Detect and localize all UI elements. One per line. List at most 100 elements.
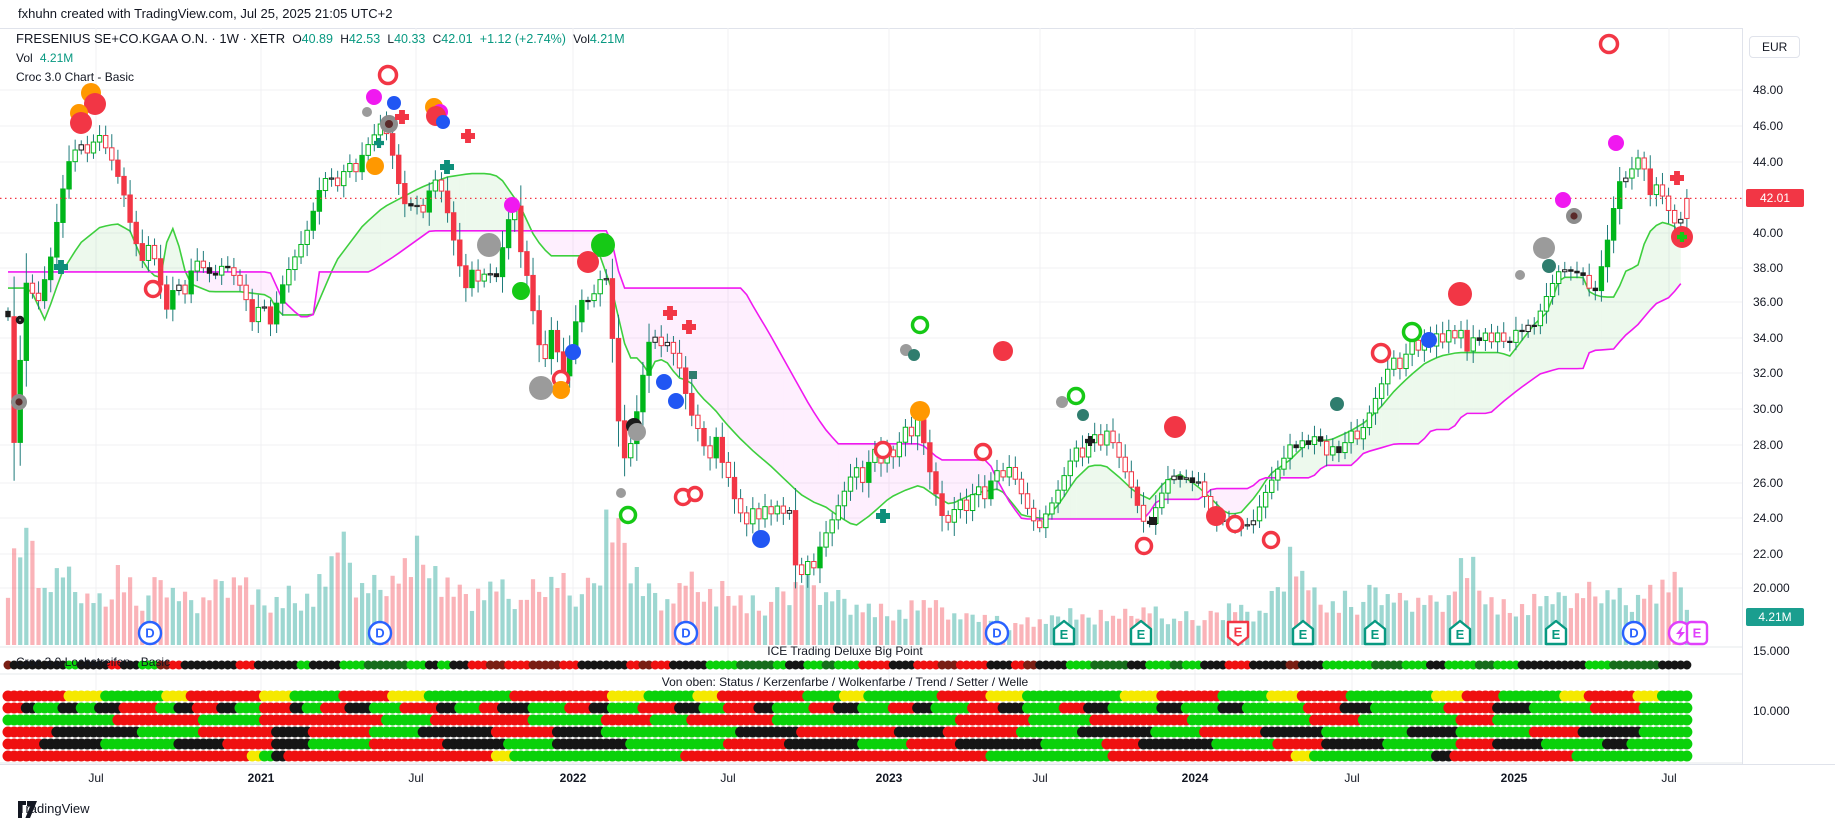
- candle-body: [1067, 460, 1073, 477]
- gray-dot-marker: [1533, 237, 1555, 259]
- candle-body: [1659, 184, 1666, 197]
- dividend-badge[interactable]: D: [673, 620, 699, 646]
- candle-body: [603, 278, 609, 281]
- volume-bar: [750, 595, 755, 645]
- chart-legend: FRESENIUS SE+CO.KGAA O.N. · 1W · XETR O4…: [16, 30, 625, 87]
- earnings-miss-badge[interactable]: E: [1226, 620, 1250, 647]
- time-axis-label: 2024: [1181, 771, 1209, 785]
- time-axis-label: 2021: [247, 771, 275, 785]
- volume-bar: [79, 603, 84, 645]
- candle-body: [817, 546, 823, 569]
- candle-body: [957, 499, 964, 511]
- cloud-fill-segment: [1235, 488, 1242, 514]
- volume-bar: [219, 581, 224, 645]
- dividend-badge[interactable]: D: [137, 620, 163, 646]
- volume-bars: [5, 509, 1689, 645]
- candle-body: [341, 171, 347, 187]
- volume-bar: [109, 599, 114, 645]
- candle-body: [292, 256, 298, 271]
- cloud-fill-segment: [1552, 281, 1559, 371]
- candle-body: [1592, 287, 1598, 292]
- earnings-badge[interactable]: E: [1544, 619, 1568, 646]
- candle-body: [945, 514, 951, 523]
- volume-bar: [500, 579, 505, 645]
- earnings-badge[interactable]: E: [1052, 619, 1076, 646]
- candle-body: [505, 219, 512, 249]
- dividend-badge[interactable]: D: [367, 620, 393, 646]
- volume-bar: [482, 600, 487, 645]
- red-ring-marker: [143, 279, 163, 299]
- earnings-badge[interactable]: E: [1448, 619, 1472, 646]
- volume-bar: [1165, 624, 1171, 645]
- dividend-badge[interactable]: D: [1621, 620, 1647, 646]
- volume-bar: [518, 599, 523, 645]
- time-axis[interactable]: Jul 2021 Jul 2022 Jul 2023 Jul 2024 Jul 2025 Jul: [0, 764, 1835, 793]
- earnings-badge[interactable]: E: [1363, 619, 1387, 646]
- cloud-fill-segment: [1314, 440, 1321, 476]
- time-axis-label: Jul: [1032, 771, 1048, 785]
- cloud-fill-segment: [746, 294, 753, 451]
- volume-bar: [225, 597, 230, 645]
- cloud-fill-segment: [1460, 352, 1468, 418]
- candle-body: [628, 443, 634, 459]
- candle-body: [1317, 436, 1324, 442]
- cloud-fill-segment: [1528, 324, 1535, 383]
- volume-legend-row[interactable]: Vol 4.21M: [16, 51, 74, 65]
- candle-body: [29, 282, 36, 294]
- lochstreifen-pane-title[interactable]: Croc 3.0 Lochstreifen - Basic: [16, 655, 171, 669]
- volume-bar: [775, 587, 780, 645]
- cloud-fill-segment: [1412, 368, 1419, 444]
- price-axis[interactable]: EUR 48.00 46.00 44.00 40.00 38.00 36.00 34.00 3…: [1742, 28, 1835, 764]
- ice-strip-welle: [2, 750, 1693, 762]
- cloud-fill-segment: [1631, 264, 1639, 330]
- cloud-fill-segment: [1406, 373, 1413, 444]
- cloud-fill-segment: [362, 220, 369, 272]
- volume-bar: [1605, 590, 1610, 645]
- candle-body: [280, 284, 286, 304]
- red-dot-marker: [993, 341, 1013, 361]
- candle-body: [1586, 274, 1592, 289]
- svg-text:E: E: [1371, 627, 1380, 642]
- candle-body: [835, 505, 841, 521]
- candle-body: [792, 510, 799, 566]
- cloud-fill-segment: [1393, 385, 1400, 445]
- cloud-fill-segment: [691, 288, 698, 393]
- cloud-fill-segment: [710, 288, 717, 412]
- cloud-fill-segment: [1601, 296, 1608, 350]
- volume-bar: [1580, 598, 1586, 645]
- volume-bar: [769, 601, 774, 645]
- indicator-legend-row[interactable]: Croc 3.0 Chart - Basic: [16, 70, 135, 84]
- volume-bar: [176, 601, 182, 645]
- dividend-badge[interactable]: D: [984, 620, 1010, 646]
- volume-bar: [720, 580, 725, 645]
- earnings-badge[interactable]: E: [1291, 619, 1315, 646]
- volume-bar: [451, 596, 456, 645]
- candle-body: [157, 258, 164, 286]
- cloud-fill-segment: [697, 288, 704, 400]
- cloud-fill-segment: [1564, 277, 1571, 369]
- volume-bar: [628, 583, 633, 645]
- ice-strip-wolkenfarbe: [2, 714, 1693, 726]
- earnings-badge[interactable]: E: [1129, 619, 1153, 646]
- candle-body: [255, 306, 262, 323]
- candle-body: [975, 486, 982, 496]
- cloud-fill-segment: [490, 174, 497, 231]
- tealdark-square-marker: [689, 371, 697, 379]
- volume-bar: [1080, 614, 1085, 645]
- svg-text:E: E: [1234, 625, 1243, 640]
- magenta-dot-marker: [1608, 135, 1624, 151]
- black-plus-marker: [1085, 436, 1095, 446]
- cloud-fill-segment: [1399, 379, 1407, 444]
- cloud-fill-segment: [905, 443, 912, 491]
- volume-bar: [36, 588, 41, 645]
- volume-bar: [12, 548, 17, 645]
- volume-bar: [359, 583, 365, 645]
- candle-body: [96, 135, 103, 143]
- symbol-title[interactable]: FRESENIUS SE+CO.KGAA O.N. · 1W · XETR: [16, 31, 286, 46]
- candle-body: [469, 269, 475, 289]
- cloud-fill-segment: [374, 209, 381, 270]
- main-chart-canvas[interactable]: D D D D DE E E E E EE E: [0, 28, 1743, 792]
- tradingview-logo[interactable]: TradingView: [18, 801, 90, 818]
- symbol-row[interactable]: FRESENIUS SE+CO.KGAA O.N. · 1W · XETR O4…: [16, 30, 625, 48]
- upcoming-earnings-badge[interactable]: E: [1685, 620, 1709, 646]
